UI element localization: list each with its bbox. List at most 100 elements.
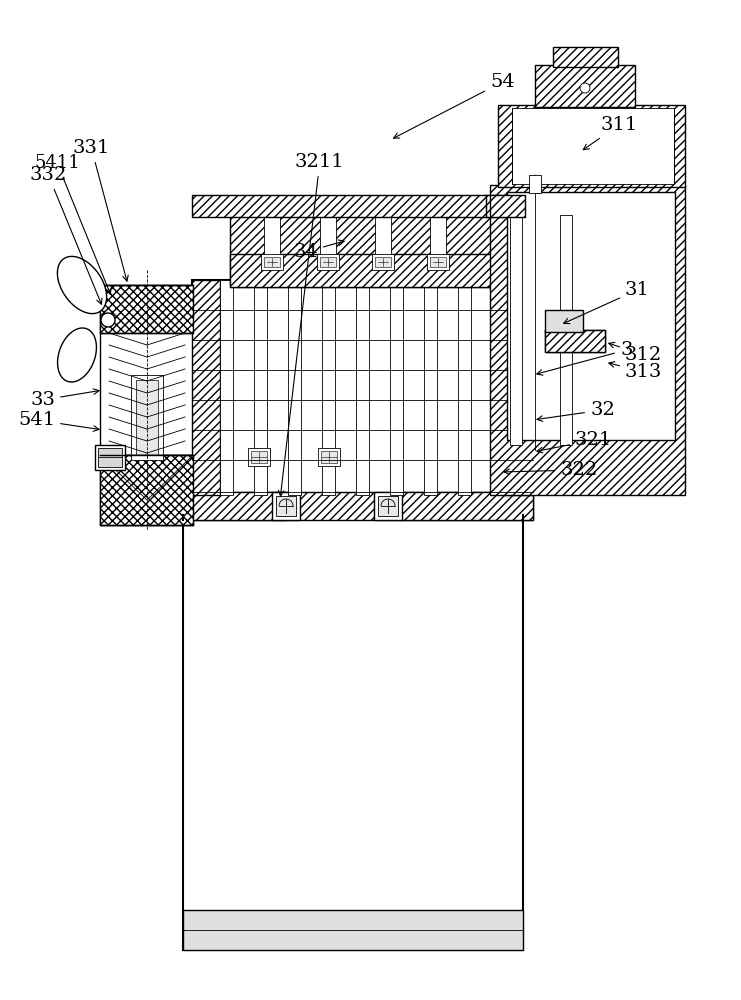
Text: 313: 313	[609, 362, 662, 381]
Bar	[178, 492, 533, 520]
Bar	[272, 492, 300, 520]
Bar	[553, 47, 618, 67]
Bar	[400, 492, 533, 520]
Bar	[490, 195, 525, 217]
Bar	[512, 108, 674, 184]
Bar	[486, 195, 511, 217]
Bar	[510, 215, 522, 445]
Bar	[272, 492, 300, 520]
Bar	[507, 192, 675, 440]
Text: 33: 33	[30, 389, 99, 409]
Bar	[317, 254, 339, 270]
Bar	[183, 910, 523, 950]
Text: 3: 3	[537, 341, 633, 375]
Bar	[375, 257, 391, 267]
Text: 54: 54	[393, 73, 515, 138]
Bar	[374, 492, 402, 520]
Bar	[192, 280, 533, 495]
Bar	[505, 280, 533, 495]
Text: 5411: 5411	[34, 154, 111, 294]
Bar	[545, 330, 605, 352]
Text: 3211: 3211	[279, 153, 345, 496]
Bar	[100, 455, 193, 525]
Text: 312: 312	[609, 342, 662, 364]
Bar	[248, 448, 270, 466]
Bar	[400, 492, 533, 520]
Bar	[322, 280, 335, 495]
Bar	[178, 492, 286, 520]
Bar	[178, 492, 286, 520]
Bar	[374, 492, 402, 520]
Bar	[264, 215, 280, 255]
Bar	[192, 195, 533, 217]
Text: 321: 321	[537, 431, 612, 453]
Bar	[95, 445, 125, 470]
Bar	[251, 451, 267, 463]
Bar	[545, 330, 605, 352]
Bar	[356, 280, 369, 495]
Bar	[136, 380, 158, 455]
Bar	[183, 515, 523, 950]
Text: 311: 311	[583, 116, 637, 150]
Bar	[288, 280, 301, 495]
Bar	[490, 185, 685, 495]
Bar	[321, 451, 337, 463]
Text: 322: 322	[504, 461, 597, 479]
Bar	[98, 448, 122, 467]
Bar	[100, 285, 193, 333]
Bar	[545, 330, 605, 352]
Bar	[545, 310, 583, 332]
Bar	[320, 257, 336, 267]
Bar	[264, 257, 280, 267]
Bar	[100, 455, 193, 525]
Circle shape	[580, 83, 590, 93]
Bar	[490, 185, 685, 495]
Bar	[318, 448, 340, 466]
Bar	[390, 280, 403, 495]
Bar	[498, 105, 685, 187]
Bar	[375, 215, 391, 255]
Bar	[372, 254, 394, 270]
Bar	[490, 195, 525, 217]
Circle shape	[501, 200, 513, 212]
Text: 32: 32	[537, 401, 615, 421]
Bar	[535, 65, 635, 107]
Bar	[535, 65, 635, 107]
Bar	[320, 215, 336, 255]
Bar	[131, 375, 163, 460]
Bar	[427, 254, 449, 270]
Bar	[276, 496, 296, 516]
Text: 31: 31	[564, 281, 650, 324]
Polygon shape	[58, 328, 96, 382]
Text: 34: 34	[293, 240, 344, 261]
Text: 331: 331	[73, 139, 128, 281]
Text: 332: 332	[30, 166, 102, 304]
Bar	[424, 280, 437, 495]
Bar	[486, 195, 511, 217]
Bar	[430, 257, 446, 267]
Bar	[192, 280, 220, 495]
Bar	[178, 492, 533, 520]
Bar	[230, 254, 500, 287]
Bar	[378, 496, 398, 516]
Bar	[458, 280, 471, 495]
Polygon shape	[57, 256, 107, 314]
Bar	[553, 47, 618, 67]
Bar	[100, 285, 193, 333]
Text: 541: 541	[18, 411, 99, 431]
Bar	[192, 195, 533, 217]
Bar	[507, 192, 675, 440]
Bar	[100, 285, 193, 525]
Bar	[498, 105, 685, 187]
Bar	[230, 215, 500, 287]
Bar	[192, 280, 220, 495]
Circle shape	[101, 313, 115, 327]
Bar	[560, 215, 572, 445]
Bar	[230, 254, 500, 287]
Bar	[430, 215, 446, 255]
Bar	[220, 280, 233, 495]
Bar	[505, 280, 533, 495]
Bar	[261, 254, 283, 270]
Bar	[230, 215, 500, 287]
Bar	[254, 280, 267, 495]
